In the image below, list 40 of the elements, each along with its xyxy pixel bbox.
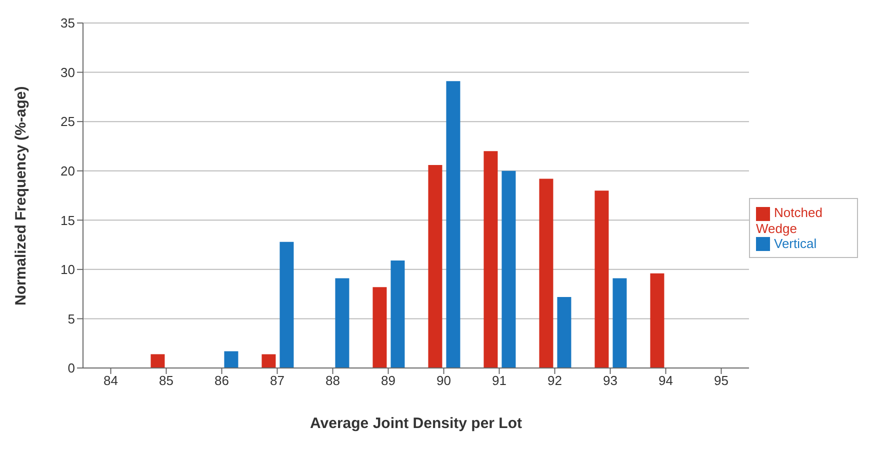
bar — [428, 164, 442, 368]
y-tick-label: 25 — [60, 114, 75, 130]
y-tick-label: 15 — [60, 212, 75, 228]
y-tick-label: 10 — [60, 262, 75, 278]
x-tick-label: 94 — [658, 373, 673, 388]
bar — [372, 287, 387, 368]
x-tick-label: 89 — [381, 373, 396, 388]
x-tick-label: 87 — [270, 373, 284, 388]
y-tick-label: 35 — [60, 16, 75, 31]
legend-label: Vertical — [774, 236, 817, 250]
x-tick-label: 88 — [326, 373, 340, 388]
y-tick-label: 30 — [60, 64, 75, 80]
bar — [280, 242, 294, 368]
bar — [484, 151, 498, 368]
y-tick-label: 20 — [60, 163, 75, 178]
bar — [262, 354, 276, 368]
x-tick-label: 85 — [159, 373, 174, 388]
x-tick-label: 95 — [714, 373, 728, 388]
bar — [446, 81, 460, 368]
x-tick-label: 93 — [603, 373, 618, 388]
x-tick-label: 90 — [436, 373, 451, 388]
bar — [335, 278, 350, 368]
legend-label: Notched Wedge — [756, 204, 822, 236]
bar — [502, 170, 516, 368]
y-axis-title: Normalized Frequency (%-age) — [12, 86, 30, 306]
y-tick-label: 0 — [68, 360, 75, 376]
bar — [594, 190, 609, 368]
bar — [539, 178, 554, 368]
x-tick-label: 92 — [548, 373, 562, 388]
y-tick-label: 5 — [68, 311, 75, 326]
x-tick-label: 86 — [214, 373, 229, 388]
bar — [150, 354, 165, 368]
x-tick-label: 91 — [492, 373, 506, 388]
x-axis-title: Average Joint Density per Lot — [310, 415, 522, 432]
bar — [650, 273, 664, 368]
bar — [612, 278, 627, 368]
x-tick-label: 84 — [104, 373, 118, 388]
bar — [557, 297, 572, 368]
bar — [390, 260, 405, 368]
bar — [224, 351, 238, 368]
